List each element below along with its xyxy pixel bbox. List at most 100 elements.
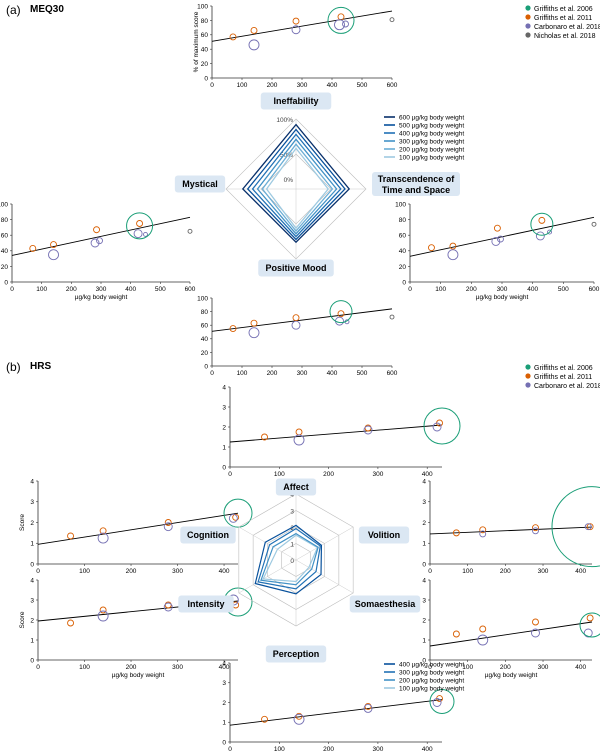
ring-label: 0% (284, 177, 294, 184)
data-point (291, 25, 301, 35)
data-point (447, 249, 459, 261)
data-point (293, 713, 305, 725)
y-tick-label: 0 (222, 464, 226, 471)
y-tick-label: 4 (222, 384, 226, 391)
legend-label: 300 µg/kg body weight (399, 138, 464, 145)
data-point (538, 216, 546, 224)
data-point (133, 229, 143, 239)
legend-label: 100 µg/kg body weight (399, 154, 464, 161)
data-point (164, 601, 172, 609)
x-tick-label: 0 (428, 664, 432, 671)
x-tick-label: 600 (185, 286, 196, 293)
y-tick-label: 80 (1, 217, 9, 224)
label-text: Mystical (182, 179, 218, 189)
dimension-label: Perception (265, 645, 327, 663)
scatter-hrs-intensity: 0 1 2 3 4 0 100 200 300 400 µg/kg body weight Score (19, 577, 253, 679)
data-point (530, 212, 554, 236)
data-point (295, 712, 303, 720)
x-tick-label: 600 (387, 370, 398, 377)
x-tick-label: 400 (327, 370, 338, 377)
label-background (265, 645, 327, 663)
data-point (232, 513, 240, 521)
data-point (586, 614, 594, 622)
y-tick-label: 20 (399, 264, 407, 271)
data-point (363, 703, 373, 713)
x-tick-label: 100 (274, 471, 285, 478)
scatter-meq-transcendence: 0 20 40 60 80 100 0 100 200 300 400 500 600 µg/kg bod… (395, 201, 600, 301)
y-tick-label: 20 (201, 61, 209, 68)
data-point (583, 628, 593, 638)
x-tick-label: 100 (36, 286, 47, 293)
x-axis-label: µg/kg body weight (485, 672, 538, 679)
y-tick-label: 2 (222, 700, 226, 707)
data-point (493, 224, 501, 232)
hrs-radar-chart: 43210AffectVolitionSomaesthesiaPerceptio… (178, 478, 421, 663)
x-tick-label: 200 (500, 568, 511, 575)
x-tick-label: 0 (210, 370, 214, 377)
x-tick-label: 100 (79, 664, 90, 671)
legend-marker (525, 32, 531, 38)
data-point (342, 20, 349, 28)
y-tick-label: 0 (402, 279, 406, 286)
data-point (229, 325, 237, 333)
x-tick-label: 0 (210, 82, 214, 89)
data-point (126, 212, 154, 240)
data-point (491, 236, 501, 246)
y-tick-label: 0 (30, 561, 34, 568)
data-point (97, 532, 109, 544)
x-tick-label: 100 (435, 286, 446, 293)
data-point (479, 625, 487, 633)
y-tick-label: 2 (30, 520, 34, 527)
data-point (48, 249, 59, 261)
data-point (531, 628, 540, 638)
y-tick-label: 1 (422, 637, 426, 644)
data-point (96, 237, 103, 245)
x-tick-label: 500 (558, 286, 569, 293)
label-text: Cognition (187, 530, 229, 540)
data-point (334, 19, 345, 31)
legend-marker (525, 5, 531, 11)
data-point (479, 526, 487, 534)
y-tick-label: 80 (201, 309, 209, 316)
y-tick-label: 2 (222, 424, 226, 431)
data-point (532, 524, 539, 532)
data-point (429, 689, 455, 715)
y-tick-label: 100 (197, 3, 208, 10)
x-tick-label: 400 (327, 82, 338, 89)
x-tick-label: 300 (497, 286, 508, 293)
y-tick-label: 100 (395, 201, 406, 208)
y-tick-label: 20 (201, 350, 209, 357)
radar-series (265, 147, 330, 230)
x-tick-label: 200 (500, 664, 511, 671)
x-tick-label: 200 (466, 286, 477, 293)
radar-spoke (295, 559, 354, 594)
label-text: Affect (283, 482, 309, 492)
meq-radar-chart: 100% 50% 0% Ineffability Positive Mood Mystic… (174, 92, 460, 277)
legend-label: 400 µg/kg body weight (399, 130, 464, 137)
ring-label: 1 (290, 542, 294, 549)
label-text: Ineffability (273, 96, 318, 106)
radar-spoke (238, 526, 297, 561)
x-axis-label: µg/kg body weight (476, 294, 529, 301)
dimension-label: Ineffability (260, 92, 332, 110)
x-tick-label: 400 (575, 664, 586, 671)
y-tick-label: 3 (422, 597, 426, 604)
y-tick-label: 3 (422, 499, 426, 506)
y-tick-label: 3 (222, 404, 226, 411)
legend-label: 400 µg/kg body weight (399, 661, 464, 668)
ring-label: 2 (290, 525, 294, 532)
y-axis-label: % of maximum score (193, 11, 200, 72)
data-point (477, 634, 489, 646)
regression-line (229, 699, 443, 726)
x-tick-label: 300 (96, 286, 107, 293)
ring-label: 3 (290, 509, 294, 516)
data-point (329, 300, 353, 324)
data-point (551, 486, 600, 568)
data-point (479, 530, 487, 538)
data-point (295, 428, 303, 436)
panel-a-title: MEQ30 (30, 4, 64, 15)
scatter-hrs-affect: 0 1 2 3 4 0 100 200 300 400 (222, 384, 461, 478)
scatter-hrs-cognition: 0 1 2 3 4 0 100 200 300 400 Score (19, 478, 253, 575)
legend-label: Nicholas et al. 2018 (534, 33, 596, 40)
